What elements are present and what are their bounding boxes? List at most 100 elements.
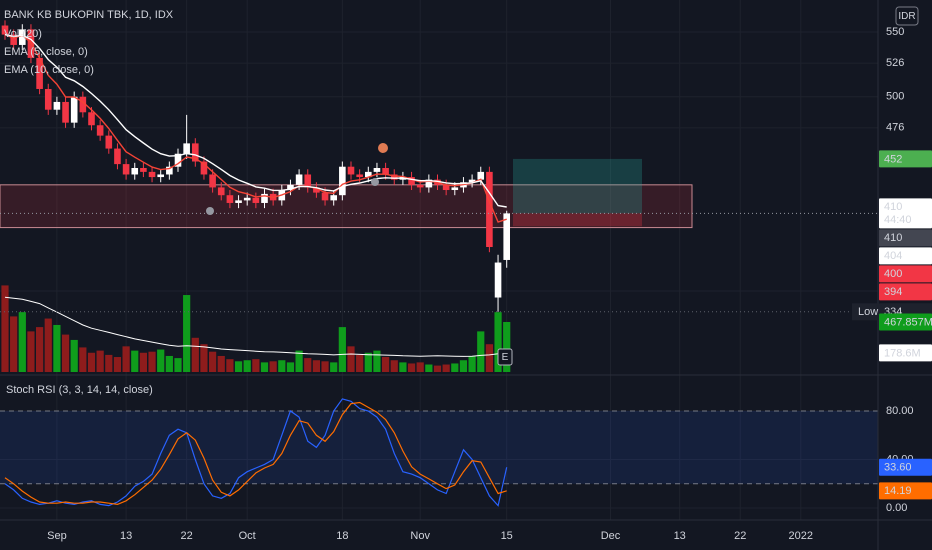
- stoch-line: [4, 401, 507, 506]
- price-tag-label: 467.857M: [884, 316, 932, 328]
- price-tag-label: 178.6M: [884, 347, 921, 359]
- y-tick-label: 80.00: [886, 405, 914, 417]
- candle-body: [148, 171, 156, 178]
- volume-bar: [148, 351, 156, 372]
- volume-bar: [105, 354, 113, 372]
- volume-bar: [485, 344, 493, 372]
- volume-bar: [364, 352, 372, 372]
- volume-bar: [503, 321, 511, 372]
- price-tag: [879, 229, 932, 247]
- volume-bar: [53, 324, 61, 372]
- volume-bar: [433, 365, 442, 372]
- volume-bar: [79, 347, 87, 372]
- volume-bar: [304, 358, 312, 372]
- volume-bar: [451, 363, 459, 372]
- price-tag-label: 394: [884, 286, 902, 298]
- candle-body: [131, 167, 139, 175]
- price-tag: [879, 150, 932, 168]
- volume-bar: [183, 295, 191, 372]
- volume-bar: [217, 355, 225, 372]
- y-tick-label: 526: [886, 57, 904, 69]
- ema-legend: EMA (5, close, 0): [4, 46, 88, 58]
- position-loss: [513, 213, 642, 227]
- volume-bar: [252, 359, 260, 372]
- volume-ma-line: [4, 296, 507, 357]
- ema-line: [4, 33, 507, 223]
- candle-body: [261, 193, 268, 203]
- candle-body: [356, 174, 363, 178]
- y-tick-label: 500: [886, 91, 904, 103]
- x-tick-label: Nov: [410, 530, 430, 542]
- candle-body: [365, 171, 372, 178]
- volume-bar: [174, 358, 182, 372]
- candle-body: [252, 197, 260, 203]
- candle-body: [425, 179, 433, 188]
- countdown: 44:40: [884, 214, 912, 226]
- y-tick-label: 476: [886, 122, 904, 134]
- candle-body: [209, 174, 216, 188]
- split-marker[interactable]: [371, 178, 379, 186]
- candle-body: [503, 213, 510, 260]
- volume-bar: [260, 362, 269, 372]
- earnings-box[interactable]: [497, 348, 513, 366]
- candle-body: [486, 171, 493, 248]
- candle-body: [105, 135, 113, 149]
- volume-bar: [338, 327, 346, 372]
- x-tick-label: 22: [181, 530, 193, 542]
- volume-bar: [70, 339, 78, 372]
- candle-body: [157, 174, 164, 178]
- volume-bar: [18, 312, 26, 372]
- dividend-marker[interactable]: [378, 143, 388, 153]
- price-tag-label: 410: [884, 201, 902, 213]
- ema-line: [4, 33, 507, 208]
- price-tag: [879, 458, 932, 476]
- x-tick-label: Sep: [47, 530, 67, 542]
- volume-bar: [157, 349, 165, 372]
- candle-body: [70, 96, 78, 123]
- candle-body: [10, 34, 17, 45]
- volume-bar: [416, 362, 424, 372]
- currency-box[interactable]: [895, 6, 919, 26]
- split-marker[interactable]: [206, 207, 214, 215]
- volume-bar: [165, 355, 173, 372]
- volume-bar: [234, 361, 243, 372]
- volume-bar: [399, 362, 407, 372]
- stoch-band: [0, 410, 878, 484]
- price-tag-label: 404: [884, 250, 902, 262]
- earnings-label: E: [502, 352, 509, 363]
- x-tick-label: 22: [734, 530, 746, 542]
- price-tag: [879, 313, 932, 331]
- candle-body: [62, 101, 69, 123]
- candle-body: [122, 164, 130, 175]
- price-tag: [879, 198, 932, 229]
- price-tag: [879, 247, 932, 265]
- price-tag-label: 33.60: [884, 462, 912, 474]
- volume-bar: [373, 350, 381, 372]
- candle-body: [468, 179, 476, 183]
- candle-body: [347, 166, 355, 175]
- volume-bar: [269, 361, 277, 372]
- x-tick-label: 2022: [789, 530, 813, 542]
- candle-body: [217, 187, 225, 196]
- volume-bar: [407, 363, 416, 372]
- volume-bar: [113, 357, 122, 372]
- candle-body: [183, 143, 190, 154]
- candle-body: [243, 197, 251, 201]
- volume-bar: [321, 361, 329, 372]
- volume-bar: [96, 350, 104, 372]
- volume-bar: [36, 327, 44, 372]
- candle-body: [174, 153, 182, 167]
- volume-bar: [44, 318, 52, 372]
- currency: IDR: [898, 11, 915, 22]
- candle-body: [235, 200, 242, 203]
- volume-bar: [330, 362, 338, 372]
- candle-body: [339, 166, 346, 196]
- volume-bar: [209, 351, 217, 372]
- price-tag-label: 14.19: [884, 485, 912, 497]
- volume-bar: [191, 337, 199, 372]
- stoch-title: Stoch RSI (3, 3, 14, 14, close): [6, 384, 153, 396]
- volume-bar: [1, 285, 9, 372]
- candle-body: [200, 161, 208, 175]
